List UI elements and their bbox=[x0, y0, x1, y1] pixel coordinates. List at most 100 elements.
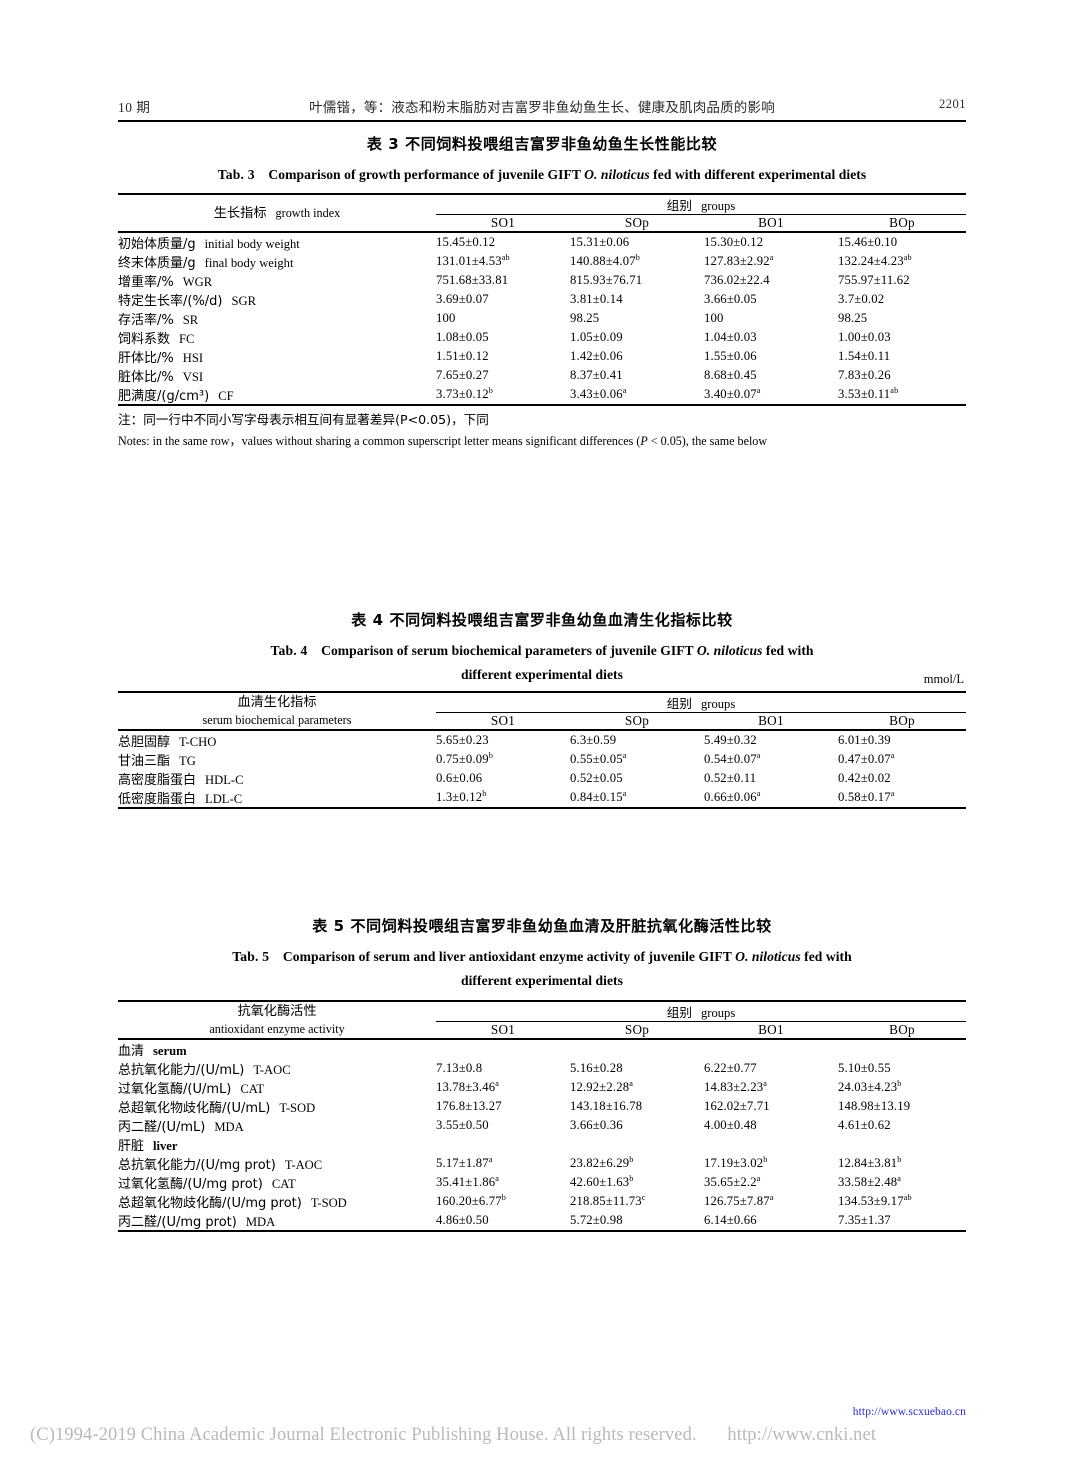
data-table: 生长指标 growth index 组别 groups SO1 SOp BO1 BOp 初始体质… bbox=[118, 193, 967, 407]
row-label: 甘油三酯 TG bbox=[118, 750, 436, 769]
cell-so1: 0.75±0.09b bbox=[436, 751, 494, 767]
stub-header-cn: 生长指标 bbox=[213, 205, 267, 221]
cell-sop bbox=[570, 1039, 704, 1059]
cell-sop: 140.88±4.07b bbox=[570, 252, 641, 269]
stub-header: 血清生化指标 serum biochemical parameters bbox=[118, 690, 436, 732]
significance-superscript: b bbox=[501, 1193, 507, 1203]
cell-bo1: 15.30±0.12 bbox=[704, 235, 764, 250]
column-header-bop: BOp bbox=[838, 712, 967, 732]
data-table: 血清生化指标 serum biochemical parameters 组别 grou… bbox=[118, 690, 967, 810]
row-label-cn: 甘油三酯 bbox=[118, 754, 171, 770]
row-label-cn: 过氧化氢酶/(U/mL) bbox=[118, 1082, 232, 1098]
cell-bo1: 5.49±0.32 bbox=[704, 733, 757, 748]
significance-superscript: ab bbox=[501, 252, 510, 262]
cell-so1: 13.78±3.46a bbox=[436, 1079, 500, 1095]
row-label: 总抗氧化能力/(U/mL) T-AOC bbox=[118, 1059, 436, 1078]
table-row: 饲料系数 FC 1.08±0.05 1.05±0.09 1.04±0.03 1.00±0.… bbox=[118, 328, 966, 347]
header-row-group: 生长指标 growth index 组别 groups bbox=[118, 193, 967, 234]
row-label: 肝脏 liver bbox=[118, 1135, 436, 1154]
cell-bo1: 17.19±3.02b bbox=[704, 1155, 768, 1171]
header-row-group: 血清生化指标 serum biochemical parameters 组别 grou… bbox=[118, 690, 967, 732]
cell-bo1: 8.68±0.45 bbox=[704, 368, 757, 383]
row-label: 血清 serum bbox=[118, 1039, 436, 1059]
row-label-en: CAT bbox=[240, 1082, 265, 1097]
row-label-cn: 丙二醛/(U/mg prot) bbox=[118, 1215, 237, 1231]
cell-bop: 12.84±3.81b bbox=[838, 1155, 902, 1171]
cell-so1: 4.86±0.50 bbox=[436, 1211, 570, 1233]
cell-so1: 3.69±0.07 bbox=[436, 292, 489, 307]
table-caption-en: Tab. 5 Comparison of serum and liver ant… bbox=[232, 948, 852, 964]
cell-so1: 3.55±0.50 bbox=[436, 1118, 489, 1133]
table-caption-en-line2: different experimental diets bbox=[461, 973, 623, 989]
group-header: 组别 groups bbox=[436, 193, 967, 216]
row-label: 过氧化氢酶/(U/mg prot) CAT bbox=[118, 1173, 436, 1192]
table-caption-cn: 表 5 不同饲料投喂组吉富罗非鱼幼鱼血清及肝脏抗氧化酶活性比较 bbox=[312, 917, 772, 935]
row-label-cn: 肥满度/(g/cm³) bbox=[118, 389, 210, 405]
cell-sop: 1.42±0.06 bbox=[570, 349, 623, 364]
stub-header: 抗氧化酶活性 antioxidant enzyme activity bbox=[118, 999, 436, 1041]
cell-bop: 3.53±0.11ab bbox=[838, 385, 967, 407]
cell-bop: 24.03±4.23b bbox=[838, 1079, 902, 1095]
significance-superscript: a bbox=[622, 385, 627, 395]
table-row: 特定生长率/(%/d) SGR 3.69±0.07 3.81±0.14 3.66±0.0… bbox=[118, 290, 966, 309]
table-block-3: 表 3 不同饲料投喂组吉富罗非鱼幼鱼生长性能比较 Tab. 3 Compariso… bbox=[118, 134, 967, 452]
cell-bop: 7.83±0.26 bbox=[838, 368, 891, 383]
row-label-cn: 肝脏 bbox=[118, 1139, 145, 1155]
cell-bo1: 127.83±2.92a bbox=[704, 252, 774, 269]
cell-bo1: 0.52±0.11 bbox=[704, 771, 757, 786]
significance-superscript: b bbox=[488, 751, 494, 761]
significance-superscript: a bbox=[756, 751, 761, 761]
significance-superscript: b bbox=[629, 1174, 634, 1184]
row-label: 脏体比/% VSI bbox=[118, 366, 436, 385]
significance-superscript: a bbox=[629, 1079, 634, 1089]
cell-bop: 15.46±0.10 bbox=[838, 235, 898, 250]
row-label-cn: 总抗氧化能力/(U/mL) bbox=[118, 1063, 245, 1079]
table-section-row: 肝脏 liver bbox=[118, 1135, 966, 1154]
row-label: 饲料系数 FC bbox=[118, 328, 436, 347]
cell-so1: 35.41±1.86a bbox=[436, 1174, 500, 1190]
significance-superscript: a bbox=[756, 1174, 761, 1184]
cell-bo1 bbox=[704, 1039, 838, 1059]
row-label-en: MDA bbox=[214, 1120, 244, 1135]
significance-superscript: b bbox=[629, 1155, 634, 1165]
cell-bo1: 4.00±0.48 bbox=[704, 1118, 757, 1133]
row-label: 丙二醛/(U/mL) MDA bbox=[118, 1116, 436, 1135]
cell-bop: 3.7±0.02 bbox=[838, 292, 885, 307]
significance-superscript: a bbox=[890, 789, 895, 799]
cnki-url[interactable]: http://www.cnki.net bbox=[727, 1425, 877, 1445]
cell-sop: 815.93±76.71 bbox=[570, 273, 643, 288]
cell-bop: 134.53±9.17ab bbox=[838, 1193, 912, 1209]
significance-superscript: b bbox=[482, 789, 487, 799]
significance-superscript: a bbox=[488, 1155, 493, 1165]
cell-bo1: 6.22±0.77 bbox=[704, 1061, 757, 1076]
group-header-en: groups bbox=[700, 696, 736, 711]
row-label-cn: 肝体比/% bbox=[118, 351, 174, 367]
column-header-sop: SOp bbox=[570, 1021, 704, 1041]
cell-bo1: 3.66±0.05 bbox=[704, 292, 757, 307]
cell-so1: 5.65±0.23 bbox=[436, 733, 489, 748]
row-label-en: T-SOD bbox=[279, 1101, 316, 1116]
running-head-title: 叶儒锴，等：液态和粉末脂肪对吉富罗非鱼幼鱼生长、健康及肌肉品质的影响 bbox=[309, 100, 775, 116]
table-row: 总抗氧化能力/(U/mg prot) T-AOC 5.17±1.87a 23.82±6… bbox=[118, 1154, 966, 1174]
table-row: 总超氧化物歧化酶/(U/mg prot) T-SOD 160.20±6.77b 218… bbox=[118, 1192, 966, 1212]
column-header-bo1: BO1 bbox=[704, 712, 838, 732]
cell-bop: 98.25 bbox=[838, 311, 868, 326]
cell-bop: 132.24±4.23ab bbox=[838, 252, 912, 269]
cell-so1: 7.65±0.27 bbox=[436, 368, 489, 383]
cell-sop: 12.92±2.28a bbox=[570, 1079, 634, 1095]
row-label-en: T-AOC bbox=[284, 1158, 323, 1173]
significance-superscript: b bbox=[897, 1155, 902, 1165]
cell-sop: 3.43±0.06a bbox=[570, 385, 704, 407]
row-label-cn: 总超氧化物歧化酶/(U/mL) bbox=[118, 1101, 271, 1117]
group-header-cn: 组别 bbox=[666, 695, 692, 711]
running-head-rule bbox=[118, 120, 966, 122]
row-label-en: T-SOD bbox=[310, 1196, 347, 1211]
cell-sop: 5.16±0.28 bbox=[570, 1061, 623, 1076]
significance-superscript: a bbox=[495, 1174, 500, 1184]
cell-sop: 3.81±0.14 bbox=[570, 292, 623, 307]
cell-bop: 7.35±1.37 bbox=[838, 1211, 967, 1233]
row-label-en: LDL-C bbox=[205, 792, 243, 807]
stub-header-cn: 血清生化指标 bbox=[237, 694, 317, 710]
row-label-cn: 低密度脂蛋白 bbox=[118, 792, 197, 808]
journal-url-link[interactable]: http://www.scxuebao.cn bbox=[852, 1406, 966, 1418]
